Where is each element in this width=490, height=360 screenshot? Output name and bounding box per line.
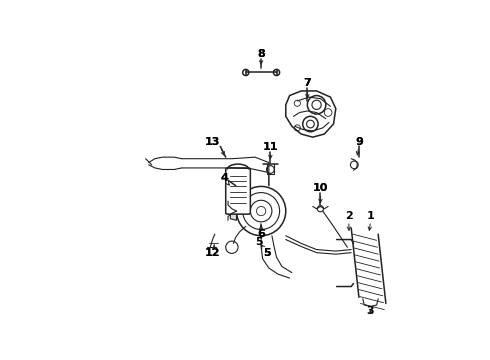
Text: 7: 7 [303,78,311,88]
Text: 11: 11 [263,142,278,152]
Text: 6: 6 [257,229,265,239]
Text: 10: 10 [313,183,328,193]
Polygon shape [230,202,237,220]
Text: 1: 1 [367,211,374,221]
Text: 4: 4 [220,173,228,183]
Text: 13: 13 [205,137,220,147]
Text: 6: 6 [257,229,265,239]
Text: 2: 2 [345,211,353,221]
Text: 5: 5 [263,248,270,258]
Text: 4: 4 [220,173,228,183]
Text: 8: 8 [257,49,265,59]
Text: 12: 12 [205,248,220,258]
Text: 8: 8 [257,49,265,59]
Text: 13: 13 [205,137,220,147]
FancyBboxPatch shape [226,168,250,214]
Text: 5: 5 [263,248,270,258]
Text: 3: 3 [367,306,374,316]
Text: 11: 11 [263,142,278,152]
Text: 7: 7 [303,78,311,88]
Text: 12: 12 [205,248,220,258]
Text: 5: 5 [255,237,263,247]
Text: 9: 9 [355,137,363,147]
Text: 10: 10 [313,183,328,193]
Text: 9: 9 [355,137,363,147]
